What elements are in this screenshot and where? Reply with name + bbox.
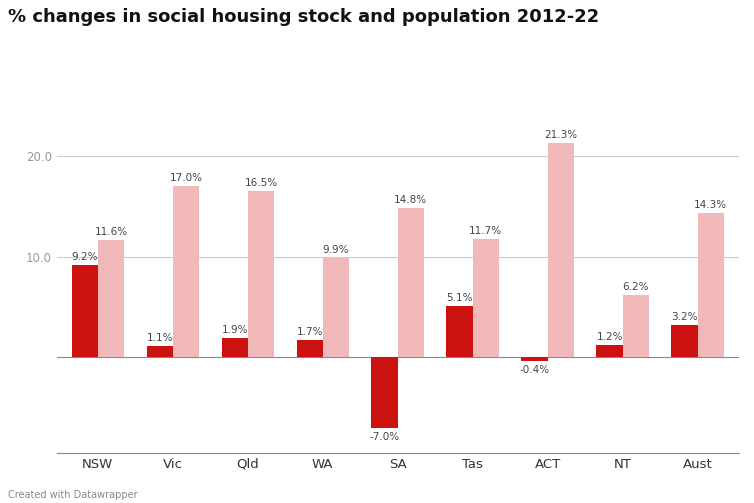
Bar	[671, 325, 697, 357]
Bar	[473, 239, 499, 357]
Text: 9.2%: 9.2%	[72, 252, 98, 262]
Text: 17.0%: 17.0%	[170, 173, 202, 183]
Text: 14.3%: 14.3%	[694, 200, 728, 210]
Text: 1.2%: 1.2%	[596, 332, 623, 342]
Text: 1.1%: 1.1%	[146, 333, 173, 343]
Text: 11.6%: 11.6%	[94, 227, 127, 237]
Text: 6.2%: 6.2%	[623, 282, 649, 292]
Bar	[372, 357, 398, 428]
Text: 16.5%: 16.5%	[244, 178, 277, 188]
Bar	[248, 191, 274, 357]
Bar	[398, 208, 424, 357]
Text: % changes in social housing stock and population 2012-22: % changes in social housing stock and po…	[8, 8, 599, 26]
Bar	[623, 295, 649, 357]
Bar	[146, 346, 173, 357]
Text: 1.9%: 1.9%	[222, 325, 248, 335]
Bar	[173, 186, 199, 357]
Bar	[296, 340, 323, 357]
Text: 9.9%: 9.9%	[323, 244, 349, 255]
Text: 5.1%: 5.1%	[446, 293, 473, 303]
Bar	[72, 265, 98, 357]
Bar	[446, 306, 473, 357]
Text: -7.0%: -7.0%	[369, 432, 400, 442]
Text: -0.4%: -0.4%	[520, 365, 550, 375]
Bar	[522, 357, 547, 361]
Text: 1.7%: 1.7%	[296, 327, 323, 337]
Bar	[596, 345, 623, 357]
Bar	[547, 143, 574, 357]
Bar	[697, 213, 724, 357]
Text: 21.3%: 21.3%	[544, 130, 578, 140]
Bar	[98, 240, 124, 357]
Text: Created with Datawrapper: Created with Datawrapper	[8, 490, 137, 500]
Bar	[222, 338, 248, 357]
Bar	[323, 258, 349, 357]
Text: 3.2%: 3.2%	[671, 312, 697, 322]
Text: 14.8%: 14.8%	[394, 195, 428, 205]
Text: 11.7%: 11.7%	[469, 226, 502, 236]
